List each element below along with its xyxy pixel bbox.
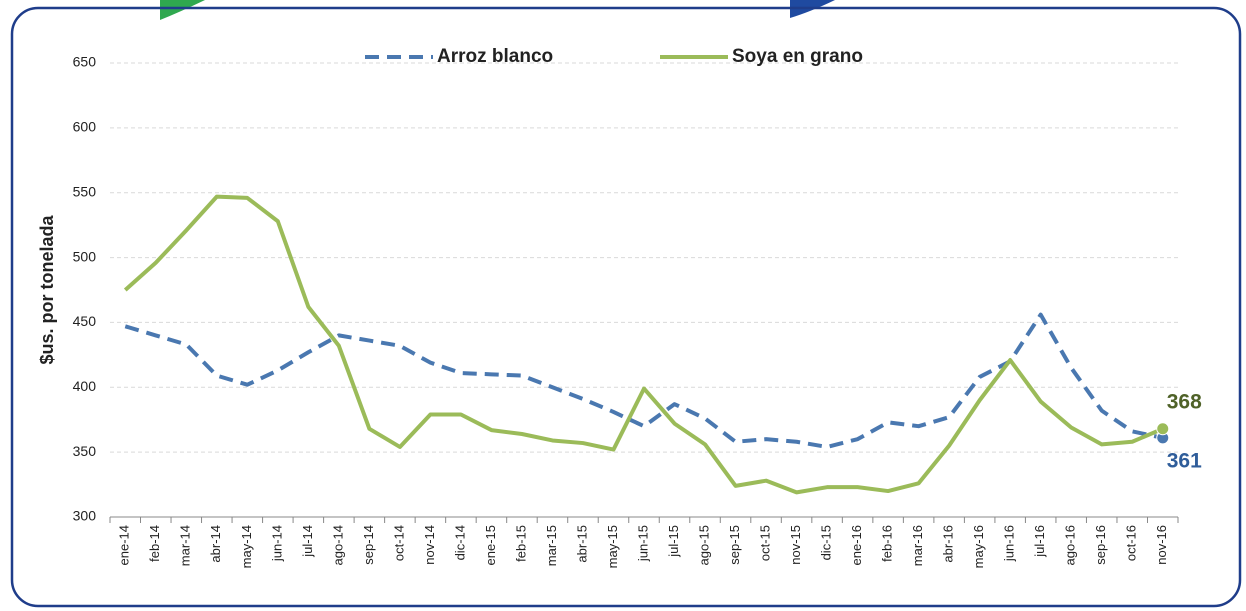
data-label: 361 bbox=[1167, 449, 1202, 472]
x-tick-label: dic-15 bbox=[819, 525, 834, 560]
y-tick-label: 600 bbox=[73, 119, 97, 135]
y-tick-label: 450 bbox=[73, 313, 97, 329]
line bbox=[123, 194, 1164, 495]
y-tick-label: 550 bbox=[73, 183, 97, 199]
x-tick-label: jun-14 bbox=[269, 525, 284, 562]
y-tick-label: 650 bbox=[73, 54, 97, 70]
x-tick-label: jun-16 bbox=[1002, 525, 1017, 562]
x-tick-label: sep-15 bbox=[727, 525, 742, 565]
x-tick-label: nov-16 bbox=[1154, 525, 1169, 565]
x-tick-label: oct-15 bbox=[757, 525, 772, 561]
x-tick-label: may-14 bbox=[239, 525, 254, 568]
x-tick-label: jul-14 bbox=[300, 525, 315, 558]
frame bbox=[10, 6, 1242, 608]
x-tick-label: may-16 bbox=[971, 525, 986, 568]
x-tick-label: abr-16 bbox=[941, 525, 956, 563]
x-tick-label: jul-16 bbox=[1032, 525, 1047, 558]
x-tick-label: jul-15 bbox=[666, 525, 681, 558]
end-point bbox=[1156, 422, 1170, 436]
x-tick-label: dic-14 bbox=[452, 525, 467, 560]
x-tick-label: abr-15 bbox=[574, 525, 589, 563]
x-tick-label: ago-15 bbox=[696, 525, 711, 565]
x-tick-label: jun-15 bbox=[635, 525, 650, 562]
x-tick-label: mar-15 bbox=[544, 525, 559, 566]
x-tick-label: feb-14 bbox=[147, 525, 162, 562]
x-tick-label: mar-14 bbox=[178, 525, 193, 566]
x-tick-label: sep-16 bbox=[1093, 525, 1108, 565]
x-tick-label: ago-14 bbox=[330, 525, 345, 565]
x-tick-label: mar-16 bbox=[910, 525, 925, 566]
y-tick-label: 350 bbox=[73, 443, 97, 459]
legend-label: Soya en grano bbox=[732, 46, 863, 67]
line bbox=[124, 312, 1164, 449]
x-tick-label: oct-14 bbox=[391, 525, 406, 561]
y-axis-label: $us. por tonelada bbox=[37, 214, 57, 364]
x-tick-label: ene-15 bbox=[483, 525, 498, 565]
x-tick-label: feb-16 bbox=[880, 525, 895, 562]
y-tick-label: 400 bbox=[73, 378, 97, 394]
legend-label: Arroz blanco bbox=[437, 46, 553, 67]
x-tick-label: nov-15 bbox=[788, 525, 803, 565]
x-tick-label: abr-14 bbox=[208, 525, 223, 563]
x-tick-label: sep-14 bbox=[361, 525, 376, 565]
y-tick-label: 300 bbox=[73, 508, 97, 524]
x-tick-label: oct-16 bbox=[1124, 525, 1139, 561]
x-tick-label: may-15 bbox=[605, 525, 620, 568]
x-tick-label: nov-14 bbox=[422, 525, 437, 565]
y-tick-label: 500 bbox=[73, 248, 97, 264]
x-tick-label: ago-16 bbox=[1063, 525, 1078, 565]
logo-fragment bbox=[160, 0, 205, 20]
x-tick-label: ene-14 bbox=[117, 525, 132, 565]
data-label: 368 bbox=[1167, 390, 1202, 413]
x-tick-label: ene-16 bbox=[849, 525, 864, 565]
x-tick-label: feb-15 bbox=[513, 525, 528, 562]
